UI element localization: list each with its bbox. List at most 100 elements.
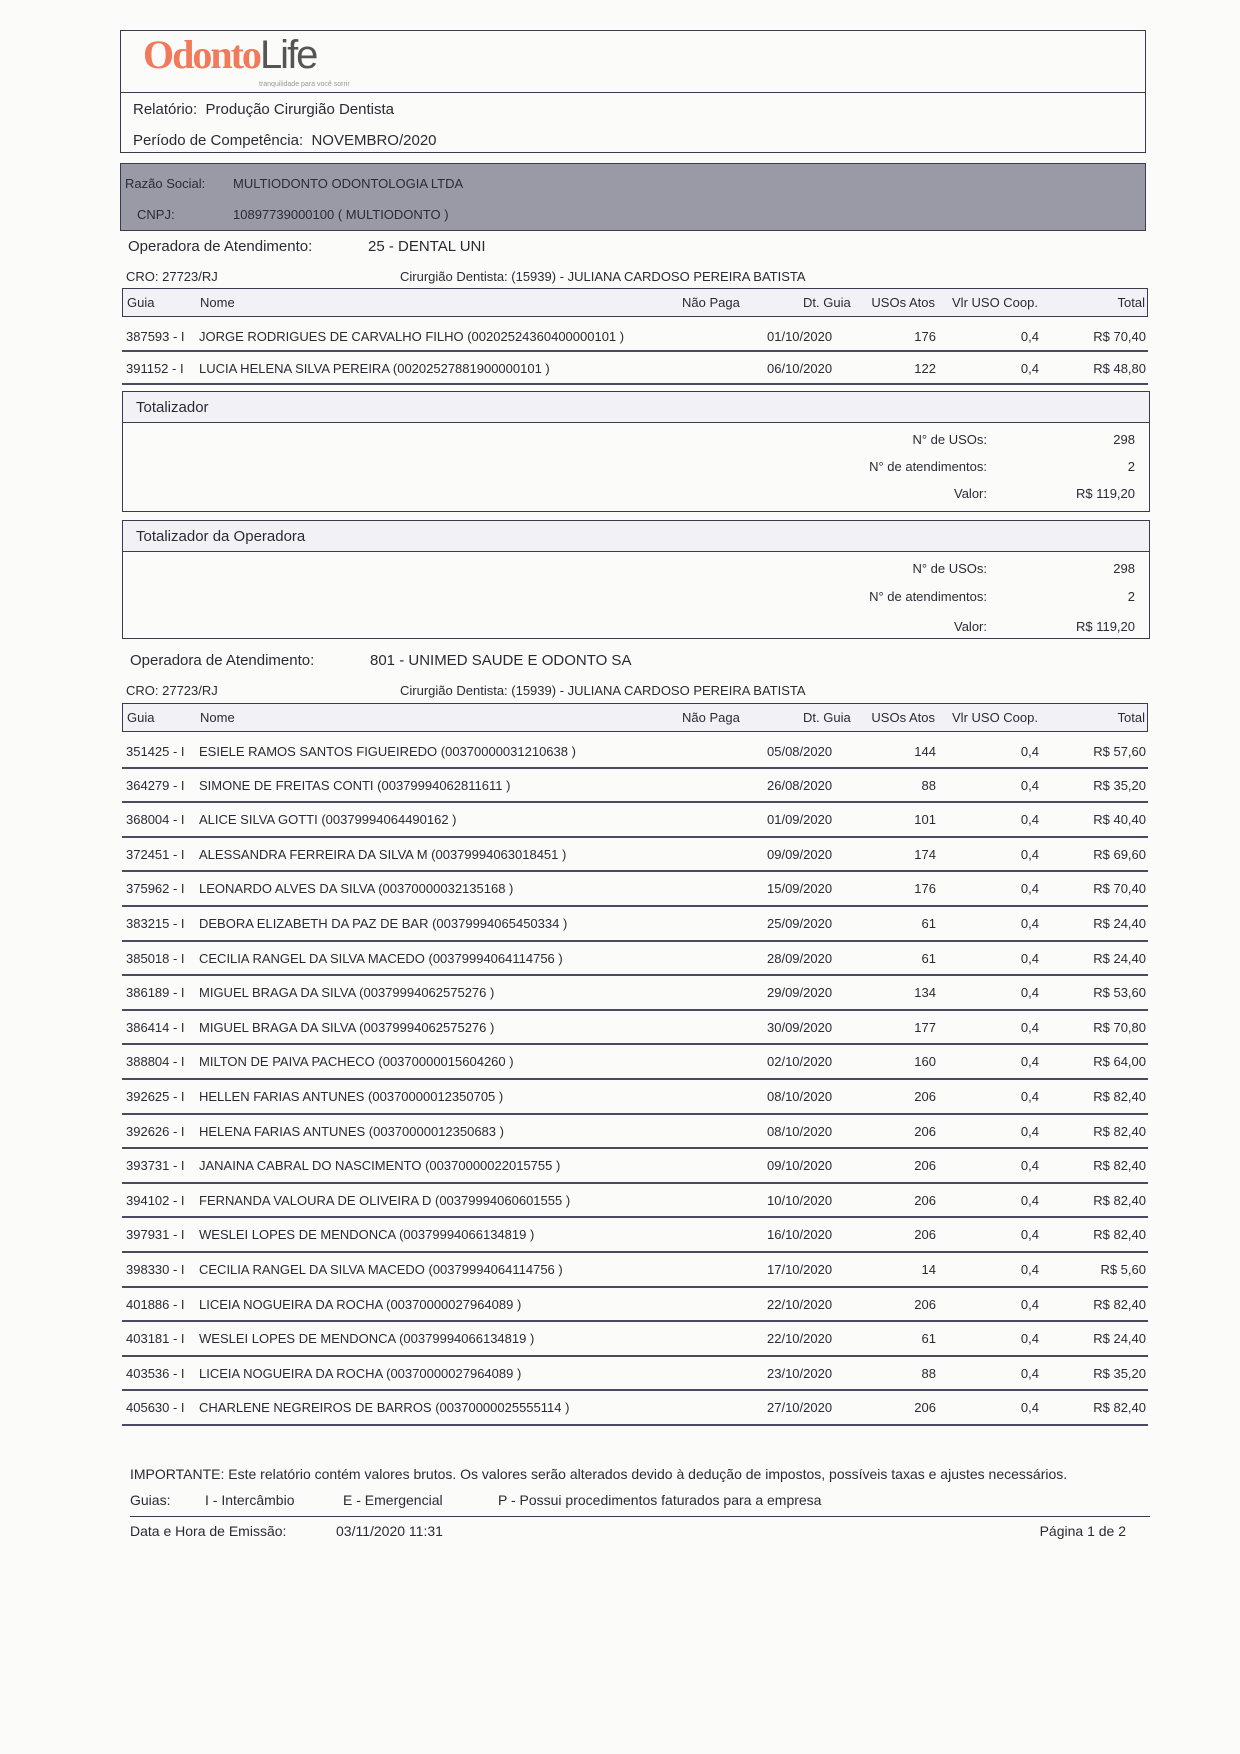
- cell-usos-atos: 206: [914, 1227, 936, 1243]
- cell-guia: 393731 - I: [126, 1158, 185, 1174]
- table-header: Guia Nome Não Paga Dt. Guia USOs Atos Vlr USO…: [122, 703, 1148, 732]
- cell-usos-atos: 174: [914, 846, 936, 862]
- totalizador-title: Totalizador: [123, 392, 1149, 423]
- usos-value: 298: [1113, 432, 1135, 447]
- cell-total: R$ 57,60: [1093, 744, 1146, 759]
- cell-usos-atos: 134: [914, 985, 936, 1001]
- cell-nome: WESLEI LOPES DE MENDONCA (00379994066134…: [199, 1331, 535, 1347]
- cell-nome: CECILIA RANGEL DA SILVA MACEDO (00379994…: [199, 1261, 563, 1277]
- table-row: 375962 - I LEONARDO ALVES DA SILVA (00370…: [122, 872, 1148, 907]
- logo-odonto: Odonto: [143, 32, 262, 77]
- cro: CRO: 27723/RJ: [126, 683, 218, 698]
- operadora-value: 801 - UNIMED SAUDE E ODONTO SA: [370, 652, 632, 669]
- cell-vlr-uso: 0,4: [1020, 915, 1039, 931]
- usos-label: N° de USOs:: [912, 561, 987, 576]
- cell-usos-atos: 206: [914, 1088, 936, 1104]
- cell-total: R$ 70,80: [1093, 1019, 1146, 1035]
- operadora: Operadora de Atendimento: 25 - DENTAL UNI: [128, 238, 486, 255]
- table-row: 392626 - I HELENA FARIAS ANTUNES (0037000…: [122, 1115, 1148, 1150]
- production-table: Guia Nome Não Paga Dt. Guia USOs Atos Vlr USO…: [122, 703, 1148, 1426]
- col-dt-guia: Dt. Guia: [803, 295, 851, 310]
- cell-nome: JANAINA CABRAL DO NASCIMENTO (0037000002…: [199, 1158, 561, 1174]
- legend-emergencial: E - Emergencial: [343, 1492, 443, 1508]
- cell-dt-guia: 10/10/2020: [767, 1192, 833, 1208]
- emission-row: Data e Hora de Emissão: 03/11/2020 11:31…: [130, 1516, 1150, 1540]
- operadora-value: 25 - DENTAL UNI: [368, 238, 486, 255]
- cell-guia: 391152 - I: [126, 361, 184, 376]
- cell-guia: 387593 - I: [126, 329, 185, 344]
- cell-dt-guia: 29/09/2020: [767, 985, 833, 1001]
- table-row: 394102 - I FERNANDA VALOURA DE OLIVEIRA D…: [122, 1184, 1148, 1219]
- cell-guia: 398330 - I: [126, 1261, 185, 1277]
- cell-usos-atos: 101: [914, 812, 936, 828]
- guias-legend: Guias: I - Intercâmbio E - Emergencial P…: [130, 1492, 1150, 1516]
- cell-total: R$ 70,40: [1093, 881, 1146, 897]
- table-row: 405630 - I CHARLENE NEGREIROS DE BARROS (…: [122, 1391, 1148, 1426]
- cell-dt-guia: 28/09/2020: [767, 950, 833, 966]
- cell-vlr-uso: 0,4: [1020, 777, 1039, 793]
- cell-guia: 364279 - I: [126, 777, 185, 793]
- table-row: 364279 - I SIMONE DE FREITAS CONTI (00379…: [122, 769, 1148, 804]
- table-row: 383215 - I DEBORA ELIZABETH DA PAZ DE BAR…: [122, 907, 1148, 942]
- cell-usos-atos: 206: [914, 1400, 936, 1416]
- table-row: 393731 - I JANAINA CABRAL DO NASCIMENTO (…: [122, 1149, 1148, 1184]
- cell-dt-guia: 05/08/2020: [767, 744, 833, 759]
- col-guia: Guia: [127, 295, 155, 310]
- cell-total: R$ 24,40: [1093, 950, 1146, 966]
- cell-total: R$ 82,40: [1093, 1400, 1146, 1416]
- report-period: Período de Competência: NOVEMBRO/2020: [133, 132, 437, 149]
- cell-total: R$ 82,40: [1093, 1192, 1146, 1208]
- dentista: Cirurgião Dentista: (15939) - JULIANA CA…: [400, 683, 806, 698]
- col-nome: Nome: [200, 710, 235, 725]
- legend-empresa: P - Possui procedimentos faturados para …: [498, 1492, 822, 1508]
- col-guia: Guia: [127, 710, 155, 725]
- page-number: Página 1 de 2: [1039, 1523, 1126, 1539]
- cell-dt-guia: 25/09/2020: [767, 915, 833, 931]
- cell-total: R$ 24,40: [1093, 915, 1146, 931]
- cell-vlr-uso: 0,4: [1020, 1088, 1039, 1104]
- atend-value: 2: [1127, 459, 1135, 474]
- cell-guia: 368004 - I: [126, 812, 185, 828]
- cell-total: R$ 48,80: [1093, 361, 1146, 376]
- cell-dt-guia: 22/10/2020: [767, 1296, 833, 1312]
- razao-label: Razão Social:: [125, 176, 206, 191]
- operadora-label: Operadora de Atendimento:: [128, 238, 313, 255]
- col-nao-paga: Não Paga: [682, 710, 740, 725]
- cell-usos-atos: 206: [914, 1158, 936, 1174]
- table-row: 403181 - I WESLEI LOPES DE MENDONCA (0037…: [122, 1322, 1148, 1357]
- cell-nome: ALICE SILVA GOTTI (00379994064490162 ): [199, 812, 457, 828]
- cell-vlr-uso: 0,4: [1020, 812, 1039, 828]
- cell-nome: HELLEN FARIAS ANTUNES (00370000012350705…: [199, 1088, 504, 1104]
- valor-value: R$ 119,20: [1075, 619, 1135, 634]
- cell-guia: 385018 - I: [126, 950, 185, 966]
- cell-vlr-uso: 0,4: [1020, 1019, 1039, 1035]
- cell-usos-atos: 14: [921, 1261, 936, 1277]
- emissao-label: Data e Hora de Emissão:: [130, 1523, 287, 1539]
- cell-total: R$ 35,20: [1093, 777, 1146, 793]
- cell-guia: 403536 - I: [126, 1365, 185, 1381]
- cell-vlr-uso: 0,4: [1020, 985, 1039, 1001]
- cell-total: R$ 82,40: [1093, 1123, 1146, 1139]
- cell-vlr-uso: 0,4: [1020, 1227, 1039, 1243]
- cell-usos-atos: 206: [914, 1296, 936, 1312]
- cell-dt-guia: 02/10/2020: [767, 1054, 833, 1070]
- cell-nome: HELENA FARIAS ANTUNES (00370000012350683…: [199, 1123, 504, 1139]
- cell-nome: MIGUEL BRAGA DA SILVA (00379994062575276…: [199, 1019, 495, 1035]
- cell-usos-atos: 177: [914, 1019, 936, 1035]
- cell-guia: 405630 - I: [126, 1400, 185, 1416]
- cell-vlr-uso: 0,4: [1020, 950, 1039, 966]
- legend-intercambio: I - Intercâmbio: [205, 1492, 295, 1508]
- col-dt-guia: Dt. Guia: [803, 710, 851, 725]
- table-row: 387593 - I JORGE RODRIGUES DE CARVALHO FI…: [122, 317, 1148, 352]
- atend-label: N° de atendimentos:: [869, 589, 987, 604]
- cell-dt-guia: 08/10/2020: [767, 1123, 833, 1139]
- cell-dt-guia: 26/08/2020: [767, 777, 833, 793]
- col-vlr-uso: Vlr USO Coop.: [952, 295, 1038, 310]
- cell-vlr-uso: 0,4: [1020, 1296, 1039, 1312]
- cell-usos-atos: 88: [921, 777, 936, 793]
- cell-usos-atos: 61: [921, 915, 936, 931]
- cell-guia: 386189 - I: [126, 985, 185, 1001]
- cell-usos-atos: 176: [914, 881, 936, 897]
- cell-dt-guia: 23/10/2020: [767, 1365, 833, 1381]
- cell-nome: MILTON DE PAIVA PACHECO (003700000156042…: [199, 1054, 514, 1070]
